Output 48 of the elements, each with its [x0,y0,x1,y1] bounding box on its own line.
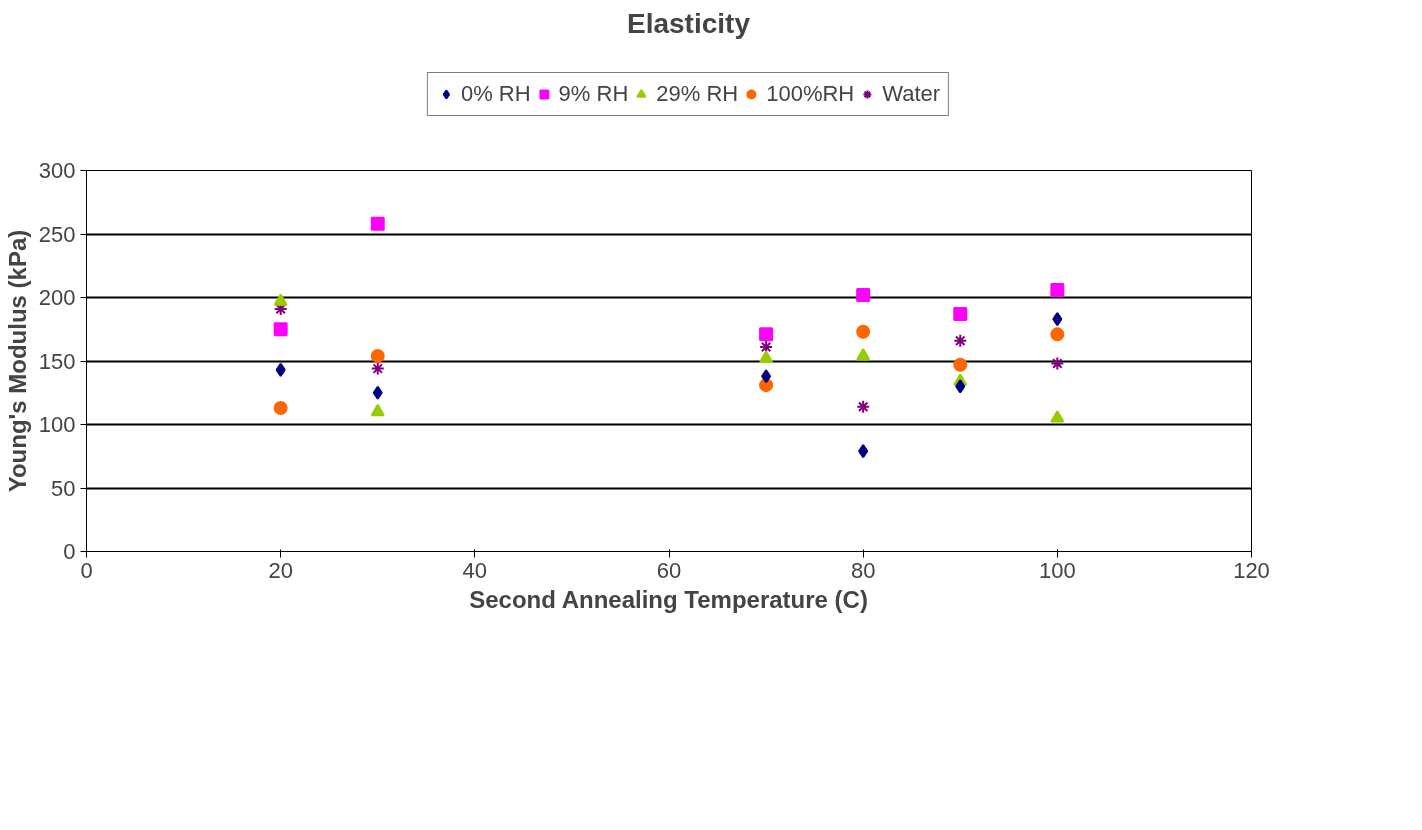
x-tick-label: 100 [1038,557,1076,583]
point [953,307,968,322]
x-tick-label: 120 [1233,557,1270,583]
point [275,362,286,377]
x-tick-label: 0 [80,557,93,583]
point [1050,356,1065,371]
chart-title: Elasticity [627,7,751,39]
x-axis-title: Second Annealing Temperature (C) [469,585,868,613]
x-tick-label: 80 [850,557,876,583]
point [759,327,774,342]
point [856,347,871,361]
y-tick-label: 200 [38,285,76,310]
point [370,403,385,417]
point [273,401,288,415]
point [856,287,871,302]
y-tick-label: 50 [51,475,76,501]
point [759,350,774,363]
legend-label: 9% RH [558,81,629,107]
legend-label: 100%RH [766,81,855,107]
x-tick-label: 60 [656,557,682,583]
point [372,385,383,400]
point [1052,312,1063,327]
y-tick-label: 150 [38,348,76,374]
point [1050,327,1065,342]
point [1050,410,1065,423]
y-axis-title: Young's Modulus (kPa) [3,229,31,493]
y-tick-label: 250 [38,221,76,247]
point [370,216,385,231]
point [1050,282,1065,297]
point [856,399,871,414]
point [761,369,772,384]
point [273,322,288,337]
x-tick-label: 20 [268,557,293,583]
y-tick-label: 100 [38,412,76,437]
point [370,348,385,363]
y-tick-label: 300 [38,158,76,183]
point [273,293,288,306]
legend-label: Water [882,81,941,107]
point [858,444,869,459]
point [370,361,385,376]
point [856,324,871,339]
point [953,333,968,348]
x-tick-label: 40 [462,557,488,583]
legend-label: 0% RH [460,81,531,107]
point [955,379,966,394]
point [953,357,968,372]
y-tick-label: 0 [63,539,76,564]
legend-label: 29% RH [656,81,739,107]
